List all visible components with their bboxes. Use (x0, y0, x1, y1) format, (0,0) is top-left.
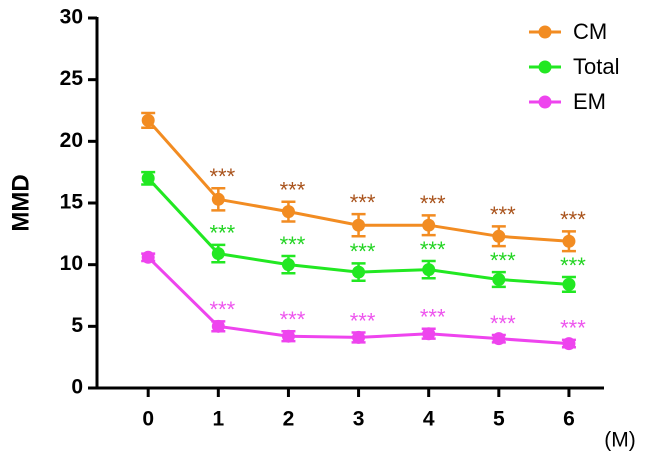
x-tick-label: 2 (283, 408, 295, 431)
significance-label: *** (560, 316, 586, 341)
data-point (141, 113, 155, 127)
significance-label: *** (420, 237, 446, 262)
x-axis-label: (M) (604, 429, 635, 452)
data-point (141, 171, 155, 185)
legend-label: CM (573, 19, 607, 44)
significance-label: *** (350, 239, 376, 264)
significance-label: *** (209, 164, 235, 189)
data-point (492, 272, 506, 286)
significance-label: *** (490, 248, 516, 273)
data-point (562, 277, 576, 291)
x-tick-label: 0 (142, 408, 154, 431)
data-point (492, 332, 506, 346)
significance-label: *** (280, 178, 306, 203)
x-tick-label: 1 (212, 408, 224, 431)
significance-label: *** (490, 202, 516, 227)
significance-label: *** (560, 207, 586, 232)
legend-marker (538, 95, 552, 109)
data-point (281, 258, 295, 272)
legend-marker (538, 60, 552, 74)
y-tick-label: 30 (60, 6, 83, 29)
data-point (422, 327, 436, 341)
data-point (211, 192, 225, 206)
data-point (562, 234, 576, 248)
legend-marker (538, 25, 552, 39)
x-tick-label: 5 (493, 408, 505, 431)
y-axis-label: MMD (7, 174, 34, 231)
x-tick-label: 4 (423, 408, 435, 431)
data-point (562, 337, 576, 351)
significance-label: *** (209, 297, 235, 322)
data-point (352, 330, 366, 344)
significance-label: *** (280, 307, 306, 332)
y-tick-label: 25 (60, 67, 84, 90)
y-tick-label: 0 (71, 376, 83, 399)
data-point (141, 250, 155, 264)
significance-label: *** (560, 253, 586, 278)
legend-label: Total (573, 54, 619, 79)
data-point (281, 205, 295, 219)
significance-label: *** (280, 232, 306, 257)
x-tick-label: 6 (563, 408, 575, 431)
y-tick-label: 5 (71, 314, 83, 337)
significance-label: *** (209, 221, 235, 246)
y-tick-label: 15 (60, 191, 84, 214)
y-tick-label: 10 (60, 252, 83, 275)
data-point (422, 218, 436, 232)
significance-label: *** (350, 190, 376, 215)
data-point (211, 319, 225, 333)
data-point (352, 218, 366, 232)
data-point (211, 247, 225, 261)
data-point (281, 329, 295, 343)
legend-label: EM (573, 89, 606, 114)
significance-label: *** (350, 308, 376, 333)
x-tick-label: 3 (353, 408, 365, 431)
data-point (422, 263, 436, 277)
significance-label: *** (420, 191, 446, 216)
data-point (492, 229, 506, 243)
y-tick-label: 20 (60, 129, 83, 152)
data-point (352, 265, 366, 279)
significance-label: *** (420, 305, 446, 330)
significance-label: *** (490, 311, 516, 336)
